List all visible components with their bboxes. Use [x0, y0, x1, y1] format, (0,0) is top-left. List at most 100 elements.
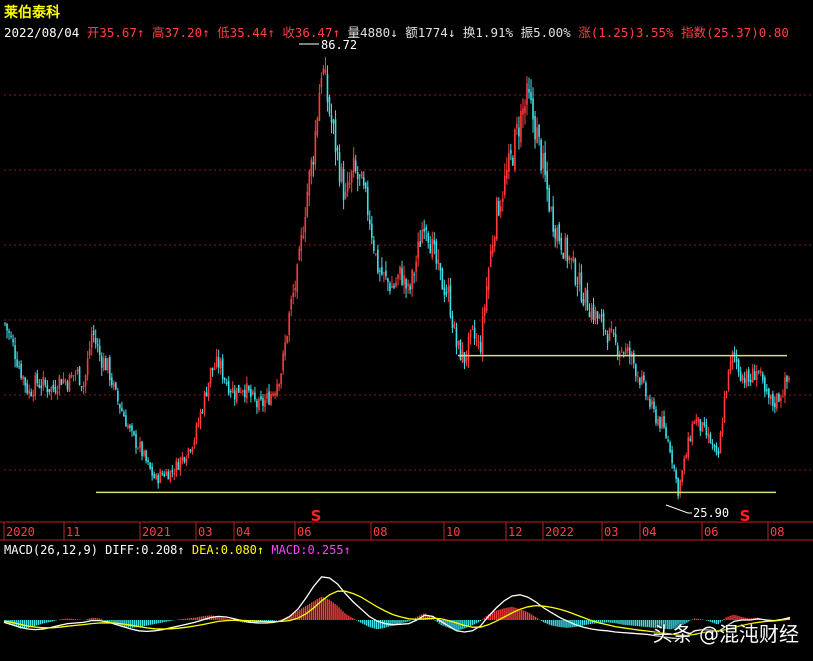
candle-body: [558, 224, 561, 242]
candle-body: [113, 382, 115, 388]
candle-body: [312, 161, 315, 165]
candle-body: [254, 392, 256, 400]
candle-body: [260, 396, 262, 400]
candle-body: [439, 263, 442, 271]
candle-body: [30, 391, 33, 397]
candle-body: [300, 235, 303, 251]
candle-body: [368, 219, 371, 225]
candle-body: [624, 348, 627, 354]
candle-body: [6, 323, 8, 331]
high-annotation-label: 86.72: [321, 38, 357, 52]
candle-body: [570, 258, 573, 261]
candle-body: [693, 421, 696, 424]
candle-body: [322, 68, 325, 74]
candle-body: [778, 393, 780, 402]
candle-body: [411, 270, 413, 290]
candle-body: [248, 386, 250, 391]
macd-value: MACD:0.255↑: [271, 543, 351, 557]
candle-body: [50, 386, 53, 393]
candle-body: [735, 357, 738, 362]
candle-body: [199, 411, 202, 424]
candle-body: [292, 292, 295, 298]
candle-body: [169, 471, 172, 482]
candle-body: [244, 389, 246, 398]
candle-body: [147, 460, 149, 463]
candle-body: [391, 285, 393, 288]
candle-body: [620, 350, 623, 352]
candle-body: [187, 448, 190, 457]
candle-body: [443, 287, 446, 296]
candle-body: [209, 367, 212, 384]
candle-body: [757, 370, 760, 372]
candle-body: [433, 240, 436, 245]
candle-body: [314, 130, 317, 165]
low-annotation-label: 25.90: [693, 506, 729, 520]
candle-body: [135, 433, 137, 448]
candle-body: [38, 384, 41, 388]
candle-body: [572, 256, 575, 262]
candle-body: [485, 286, 488, 311]
candle-body: [157, 474, 159, 484]
candle-body: [669, 442, 671, 452]
x-tick-label: 04: [642, 525, 656, 539]
quote-date: 2022/08/04: [4, 25, 80, 40]
x-tick-label: 06: [704, 525, 718, 539]
candle-body: [586, 290, 589, 311]
candle-body: [40, 385, 43, 389]
candle-body: [415, 261, 417, 272]
candle-body: [256, 400, 258, 408]
candle-body: [14, 345, 16, 360]
candle-body: [483, 307, 486, 316]
candle-body: [96, 344, 99, 346]
candle-body: [332, 120, 335, 124]
candle-body: [622, 352, 625, 354]
candle-body: [201, 411, 204, 413]
candle-body: [512, 157, 514, 166]
candle-body: [8, 331, 10, 333]
candle-body: [594, 310, 597, 322]
candle-body: [717, 451, 720, 455]
quote-volume: 量4880↓: [347, 25, 398, 40]
candle-body: [677, 477, 679, 497]
candle-body: [42, 376, 45, 386]
candle-body: [562, 252, 565, 259]
candle-body: [681, 470, 683, 482]
candle-body: [385, 270, 387, 277]
quote-amount: 额1774↓: [405, 25, 456, 40]
candle-body: [499, 206, 502, 212]
candle-body: [153, 473, 155, 479]
candle-body: [268, 391, 270, 405]
candle-body: [28, 390, 30, 394]
candle-body: [90, 334, 93, 348]
candle-body: [612, 332, 615, 335]
candle-body: [326, 74, 329, 102]
candle-body: [84, 375, 87, 386]
candle-body: [431, 238, 434, 258]
candle-body: [70, 375, 73, 378]
candle-body: [689, 438, 692, 441]
candle-body: [675, 470, 677, 479]
candle-body: [441, 268, 444, 290]
candle-body: [338, 151, 341, 183]
candle-body: [358, 174, 361, 176]
candle-body: [288, 312, 290, 335]
candle-body: [375, 253, 377, 255]
candle-body: [635, 364, 637, 377]
candle-body: [360, 172, 363, 179]
candle-body: [578, 272, 581, 285]
candle-body: [427, 232, 430, 243]
macd-dea-line: [3, 590, 791, 637]
candle-body: [465, 357, 468, 362]
quote-high: 高37.20↑: [151, 25, 210, 40]
candle-body: [713, 444, 716, 448]
candle-body: [54, 386, 57, 393]
candle-body: [52, 384, 55, 389]
candle-body: [487, 268, 490, 291]
candle-body: [235, 387, 238, 403]
candle-body: [703, 422, 706, 426]
candle-body: [32, 394, 35, 397]
candle-body: [479, 342, 482, 353]
candle-body: [659, 416, 661, 429]
candle-body: [788, 378, 790, 381]
